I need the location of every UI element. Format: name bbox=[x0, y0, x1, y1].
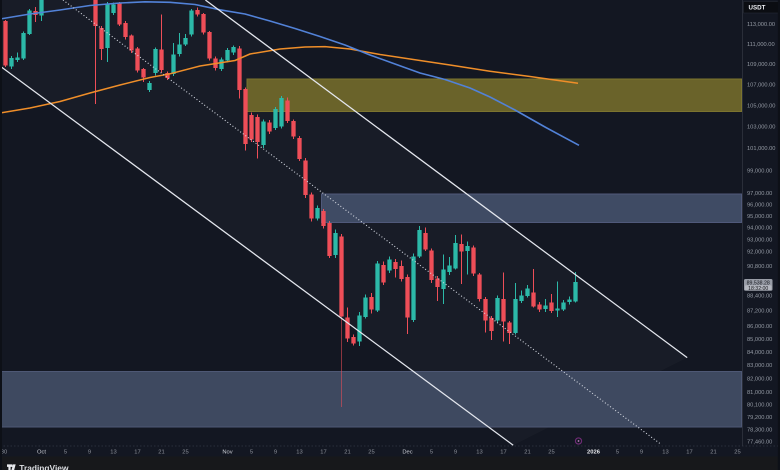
svg-text:5: 5 bbox=[250, 450, 253, 456]
svg-text:2026: 2026 bbox=[587, 450, 601, 456]
svg-text:81,000.00: 81,000.00 bbox=[747, 390, 772, 396]
svg-text:82,000.00: 82,000.00 bbox=[747, 377, 772, 383]
svg-text:17: 17 bbox=[320, 450, 326, 456]
svg-text:84,000.00: 84,000.00 bbox=[747, 350, 772, 356]
svg-text:18:32:00: 18:32:00 bbox=[748, 286, 768, 292]
svg-text:25: 25 bbox=[548, 450, 554, 456]
svg-text:17: 17 bbox=[134, 450, 140, 456]
svg-text:9: 9 bbox=[274, 450, 277, 456]
svg-text:13: 13 bbox=[296, 450, 302, 456]
svg-text:101,000.00: 101,000.00 bbox=[747, 146, 775, 152]
svg-text:17: 17 bbox=[686, 450, 692, 456]
svg-text:Oct: Oct bbox=[37, 450, 46, 456]
svg-text:86,000.00: 86,000.00 bbox=[747, 324, 772, 330]
svg-text:105,000.00: 105,000.00 bbox=[747, 103, 775, 109]
svg-text:94,000.00: 94,000.00 bbox=[747, 226, 772, 232]
svg-text:17: 17 bbox=[500, 450, 506, 456]
svg-text:5: 5 bbox=[616, 450, 619, 456]
svg-text:9: 9 bbox=[88, 450, 91, 456]
svg-text:13: 13 bbox=[476, 450, 482, 456]
svg-text:90,800.00: 90,800.00 bbox=[747, 264, 772, 270]
svg-text:Nov: Nov bbox=[222, 450, 232, 456]
svg-text:Dec: Dec bbox=[402, 450, 412, 456]
svg-text:107,000.00: 107,000.00 bbox=[747, 82, 775, 88]
svg-text:21: 21 bbox=[710, 450, 716, 456]
svg-text:21: 21 bbox=[344, 450, 350, 456]
svg-text:78,300.00: 78,300.00 bbox=[747, 428, 772, 434]
svg-text:109,000.00: 109,000.00 bbox=[747, 62, 775, 68]
svg-text:79,200.00: 79,200.00 bbox=[747, 415, 772, 421]
svg-text:111,000.00: 111,000.00 bbox=[747, 42, 775, 48]
svg-text:25: 25 bbox=[734, 450, 740, 456]
svg-text:88,400.00: 88,400.00 bbox=[747, 293, 772, 299]
svg-text:97,000.00: 97,000.00 bbox=[747, 191, 772, 197]
svg-text:92,000.00: 92,000.00 bbox=[747, 249, 772, 255]
svg-text:13: 13 bbox=[662, 450, 668, 456]
svg-text:5: 5 bbox=[430, 450, 433, 456]
svg-text:77,460.00: 77,460.00 bbox=[747, 439, 772, 445]
svg-text:95,000.00: 95,000.00 bbox=[747, 214, 772, 220]
svg-text:USDT: USDT bbox=[749, 5, 766, 12]
svg-text:9: 9 bbox=[640, 450, 643, 456]
svg-text:96,000.00: 96,000.00 bbox=[747, 202, 772, 208]
svg-text:9: 9 bbox=[454, 450, 457, 456]
svg-text:TradingView: TradingView bbox=[19, 463, 69, 470]
svg-text:30: 30 bbox=[1, 450, 7, 456]
svg-text:93,000.00: 93,000.00 bbox=[747, 237, 772, 243]
svg-text:113,000.00: 113,000.00 bbox=[747, 22, 775, 28]
svg-text:13: 13 bbox=[110, 450, 116, 456]
svg-text:25: 25 bbox=[368, 450, 374, 456]
svg-text:87,200.00: 87,200.00 bbox=[747, 309, 772, 315]
svg-text:25: 25 bbox=[182, 450, 188, 456]
svg-text:89,538.28: 89,538.28 bbox=[747, 280, 770, 286]
svg-text:83,000.00: 83,000.00 bbox=[747, 363, 772, 369]
svg-text:21: 21 bbox=[158, 450, 164, 456]
svg-text:99,000.00: 99,000.00 bbox=[747, 168, 772, 174]
svg-text:5: 5 bbox=[64, 450, 67, 456]
svg-text:80,100.00: 80,100.00 bbox=[747, 402, 772, 408]
svg-text:85,000.00: 85,000.00 bbox=[747, 337, 772, 343]
svg-text:21: 21 bbox=[524, 450, 530, 456]
svg-text:103,000.00: 103,000.00 bbox=[747, 125, 775, 131]
